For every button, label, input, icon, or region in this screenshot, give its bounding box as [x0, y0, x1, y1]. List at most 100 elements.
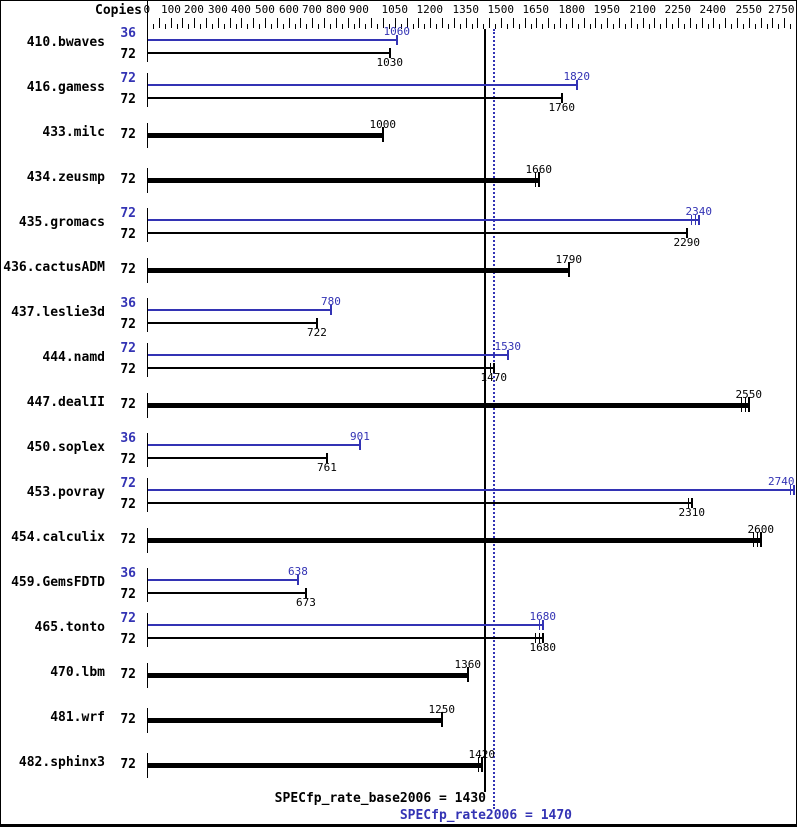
result-value-label: 1820	[563, 70, 591, 83]
bar-end-marker	[576, 80, 578, 90]
benchmark-label: 447.dealII	[26, 395, 105, 410]
result-bar-base	[148, 763, 482, 768]
x-axis-tick	[407, 18, 408, 28]
row-axis-tick	[147, 73, 148, 107]
result-value-label: 1660	[525, 163, 553, 176]
x-axis-tick	[678, 18, 679, 28]
bar-end-marker	[382, 127, 384, 142]
bar-end-marker	[490, 363, 491, 373]
x-axis-tick	[477, 18, 478, 28]
result-bar-base	[148, 673, 468, 678]
x-axis-label: 800	[326, 3, 346, 16]
x-axis-tick	[295, 24, 296, 29]
copies-label: 36	[120, 296, 136, 311]
x-axis-tick	[312, 18, 313, 28]
result-bar-peak	[148, 444, 360, 446]
x-axis-tick	[519, 24, 520, 29]
x-axis-tick	[767, 24, 768, 29]
x-axis-label: 700	[302, 3, 322, 16]
x-axis-tick	[548, 18, 549, 28]
result-bar-base	[148, 592, 306, 594]
x-axis-tick	[383, 18, 384, 28]
x-axis-tick	[649, 24, 650, 29]
result-value-label: 1030	[376, 56, 404, 69]
x-axis-tick	[224, 24, 225, 29]
x-axis-tick	[613, 24, 614, 29]
x-axis-tick	[230, 18, 231, 28]
copies-label: 72	[120, 452, 136, 467]
row-axis-tick	[147, 753, 148, 778]
copies-label: 72	[120, 206, 136, 221]
x-axis-tick	[619, 18, 620, 28]
x-axis-tick	[359, 18, 360, 28]
x-axis-tick	[731, 24, 732, 29]
x-axis-tick	[637, 24, 638, 29]
row-axis-tick	[147, 708, 148, 733]
x-axis-tick	[772, 18, 773, 28]
bar-end-marker	[688, 498, 689, 508]
bar-end-marker	[467, 667, 469, 682]
bar-end-marker	[542, 633, 544, 643]
x-axis-tick	[483, 24, 484, 29]
benchmark-label: 482.sphinx3	[18, 755, 105, 770]
copies-label: 72	[120, 317, 136, 332]
row-axis-tick	[147, 613, 148, 647]
result-value-label: 780	[321, 295, 341, 308]
x-axis-tick	[271, 24, 272, 29]
copies-label: 72	[120, 632, 136, 647]
result-value-label: 2550	[735, 388, 763, 401]
x-axis-tick	[531, 24, 532, 29]
x-axis-tick	[702, 18, 703, 28]
x-axis-tick	[660, 24, 661, 29]
x-axis-tick	[743, 24, 744, 29]
bar-end-marker	[568, 262, 570, 277]
x-axis-tick	[654, 18, 655, 28]
result-bar-base	[148, 178, 539, 183]
x-axis-tick	[247, 24, 248, 29]
copies-label: 72	[120, 71, 136, 86]
result-bar-peak	[148, 624, 543, 626]
copies-label: 72	[120, 476, 136, 491]
x-axis-label: 2400	[699, 3, 727, 16]
result-value-label: 901	[350, 430, 370, 443]
bar-end-marker	[748, 397, 750, 412]
bar-end-marker	[326, 453, 328, 463]
x-axis-tick	[501, 18, 502, 28]
row-axis-tick	[147, 298, 148, 332]
row-axis-tick	[147, 478, 148, 512]
x-axis-tick	[572, 18, 573, 28]
x-axis-label: 2750	[768, 3, 795, 16]
x-axis-tick	[354, 24, 355, 29]
x-axis-tick	[418, 18, 419, 28]
bar-end-marker	[316, 318, 318, 328]
x-axis-tick	[755, 24, 756, 29]
x-axis-tick	[460, 24, 461, 29]
x-axis-tick	[584, 18, 585, 28]
result-bar-base	[148, 232, 687, 234]
x-axis-tick	[713, 18, 714, 28]
result-bar-peak	[148, 354, 508, 356]
x-axis-tick	[188, 24, 189, 29]
axis-origin-separator	[147, 1, 148, 29]
benchmark-label: 453.povray	[26, 485, 105, 500]
x-axis-label: 400	[231, 3, 251, 16]
result-value-label: 1680	[529, 610, 557, 623]
x-axis-tick	[147, 18, 148, 28]
x-axis-label: 1800	[558, 3, 586, 16]
bar-end-marker	[389, 48, 391, 58]
x-axis-tick	[430, 18, 431, 28]
x-axis-tick	[560, 18, 561, 28]
result-bar-peak	[148, 39, 397, 41]
bar-end-marker	[745, 397, 746, 412]
x-axis-tick	[725, 18, 726, 28]
x-axis-label: 600	[279, 3, 299, 16]
x-axis-tick	[259, 24, 260, 29]
benchmark-label: 437.leslie3d	[11, 305, 105, 320]
result-bar-peak	[148, 309, 331, 311]
row-axis-tick	[147, 433, 148, 467]
x-axis-label: 1500	[487, 3, 515, 16]
x-axis-tick	[554, 24, 555, 29]
result-bar-base	[148, 322, 317, 324]
copies-label: 72	[120, 667, 136, 682]
x-axis-tick	[306, 24, 307, 29]
